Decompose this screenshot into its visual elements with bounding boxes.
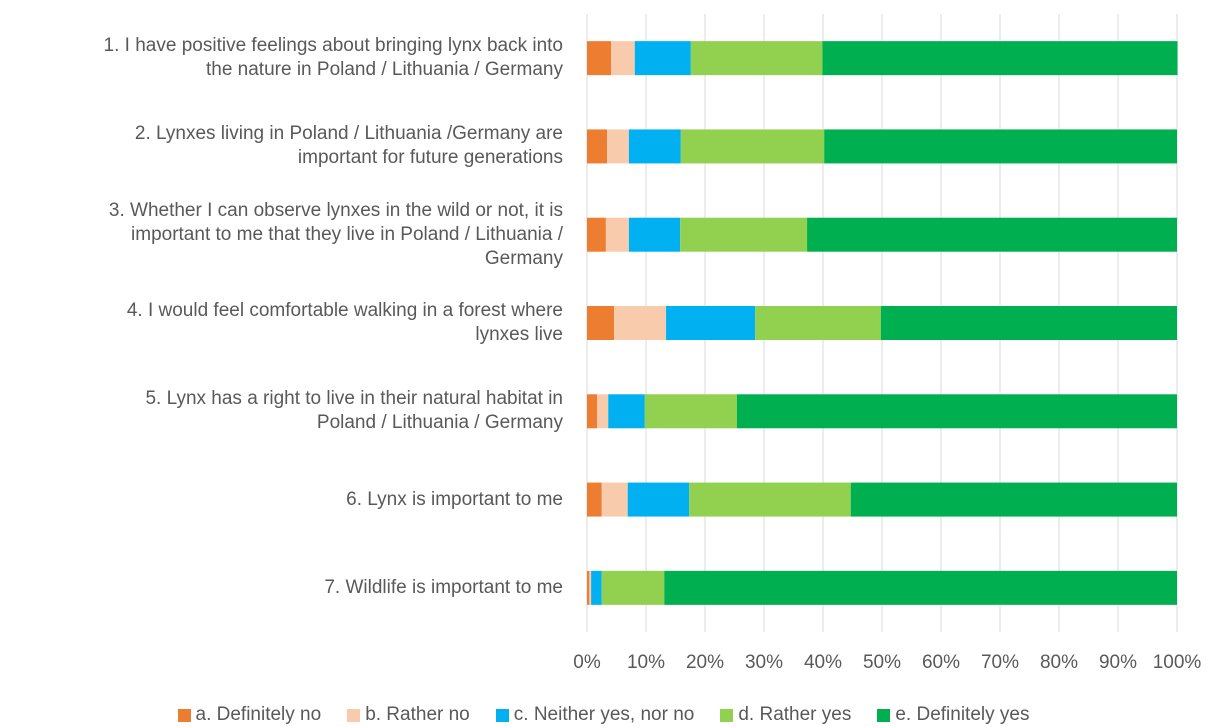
legend-swatch	[720, 708, 734, 722]
bar-segment	[601, 482, 628, 517]
x-tick-label: 0%	[573, 652, 601, 673]
legend-swatch	[347, 708, 361, 722]
category-label: 5. Lynx has a right to live in their nat…	[145, 388, 563, 434]
legend-label: c. Neither yes, nor no	[513, 704, 695, 725]
x-tick-label: 40%	[804, 652, 842, 673]
category-label: 2. Lynxes living in Poland / Lithuania /…	[134, 123, 563, 169]
legend-label: b. Rather no	[365, 704, 470, 725]
x-tick-label: 20%	[686, 652, 724, 673]
legend-swatch	[877, 708, 891, 722]
category-label: 1. I have positive feelings about bringi…	[103, 35, 563, 81]
bar-segment	[607, 129, 629, 164]
bar-segment	[587, 306, 615, 340]
bar-segment	[680, 217, 808, 252]
bar-segment	[627, 482, 690, 517]
bar-segment	[591, 570, 602, 605]
bar-segment	[690, 41, 823, 76]
bar-segment	[601, 570, 665, 605]
legend-label: d. Rather yes	[738, 704, 852, 725]
bar-segment	[644, 394, 737, 429]
bar-segment	[597, 394, 609, 429]
bar-segment	[587, 129, 608, 164]
bar-segment	[880, 306, 1177, 340]
bar-segment	[628, 129, 681, 164]
bar-segment	[807, 217, 1177, 252]
bar-segment	[611, 41, 635, 76]
category-label: 6. Lynx is important to me	[346, 488, 563, 510]
bar-segment	[822, 41, 1178, 76]
legend-item: e. Definitely yes	[877, 704, 1029, 726]
bar-segment	[736, 394, 1177, 429]
legend-item: d. Rather yes	[720, 704, 851, 726]
bar-segment	[689, 482, 851, 517]
x-tick-label: 50%	[863, 652, 901, 673]
x-tick-label: 100%	[1153, 652, 1202, 673]
legend-label: a. Definitely no	[195, 704, 322, 725]
category-label: 7. Wildlife is important to me	[324, 576, 563, 598]
bar-segment	[850, 482, 1177, 517]
bar-segment	[587, 217, 606, 252]
category-label: 4. I would feel comfortable walking in a…	[126, 300, 563, 345]
legend-item: a. Definitely no	[177, 704, 322, 726]
legend-swatch	[495, 708, 509, 722]
x-tick-label: 30%	[745, 652, 783, 673]
category-label: 3. Whether I can observe lynxes in the w…	[108, 199, 563, 269]
legend-item: b. Rather no	[347, 704, 470, 726]
x-tick-label: 80%	[1040, 652, 1078, 673]
legend-swatch	[177, 708, 191, 722]
bar-segment	[605, 217, 629, 252]
bar-segment	[587, 570, 590, 605]
bar-segment	[680, 129, 825, 164]
x-tick-label: 60%	[922, 652, 960, 673]
bar-segment	[755, 306, 881, 340]
bar-segment	[587, 41, 612, 76]
bar-segment	[587, 394, 598, 429]
bar-segment	[614, 306, 667, 340]
bar-segment	[666, 306, 756, 340]
legend-item: c. Neither yes, nor no	[495, 704, 695, 726]
bar-segment	[587, 482, 602, 517]
x-tick-label: 90%	[1099, 652, 1137, 673]
bar-segment	[608, 394, 645, 429]
bar-segment	[589, 570, 592, 605]
bar-segment	[634, 41, 691, 76]
legend: a. Definitely no b. Rather no c. Neither y…	[0, 704, 1207, 726]
bar-segment	[628, 217, 681, 252]
legend-label: e. Definitely yes	[895, 704, 1030, 725]
x-tick-label: 10%	[627, 652, 665, 673]
bar-segment	[664, 570, 1177, 605]
x-tick-label: 70%	[981, 652, 1019, 673]
bar-segment	[824, 129, 1177, 164]
